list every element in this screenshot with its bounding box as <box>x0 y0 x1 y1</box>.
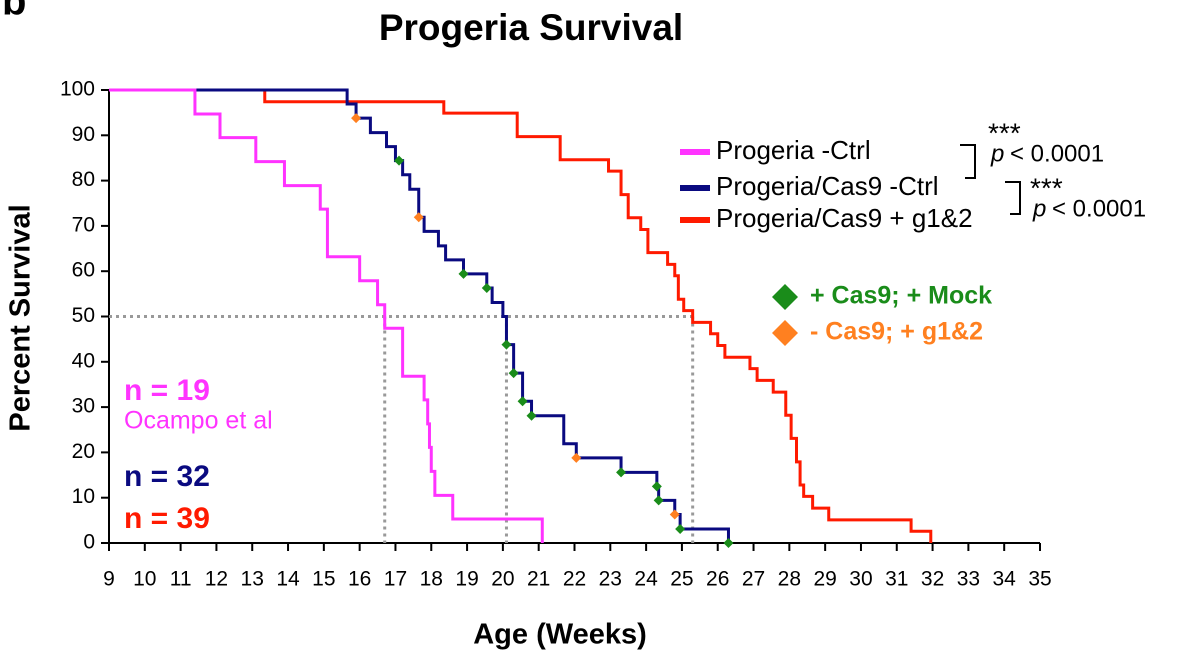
legend-label: Progeria -Ctrl <box>716 135 871 165</box>
annotation: n = 32 <box>124 460 210 493</box>
marker <box>675 523 686 534</box>
p-value: < 0.0001 <box>1052 195 1146 222</box>
marker <box>723 538 734 548</box>
x-tick-label: 30 <box>849 568 872 591</box>
annotation: n = 39 <box>124 502 210 535</box>
x-tick-label: 19 <box>455 568 478 591</box>
marker <box>653 495 664 506</box>
y-tick-label: 50 <box>72 304 95 327</box>
legend-label: Progeria/Cas9 + g1&2 <box>716 203 973 233</box>
marker <box>651 481 662 492</box>
x-axis-label: Age (Weeks) <box>473 619 647 651</box>
y-tick-label: 100 <box>60 78 95 101</box>
marker <box>458 268 469 279</box>
legend-label: - Cas9; + g1&2 <box>810 318 983 346</box>
x-tick-label: 14 <box>276 568 300 591</box>
x-tick-label: 31 <box>885 568 908 591</box>
x-tick-label: 15 <box>312 568 335 591</box>
survival-curve <box>109 88 730 543</box>
panel-label: b <box>2 0 26 24</box>
x-tick-label: 12 <box>205 568 228 591</box>
y-tick-label: 70 <box>72 213 95 236</box>
marker <box>616 467 627 478</box>
significance-stars: *** <box>1030 172 1063 203</box>
legend-label: Progeria/Cas9 -Ctrl <box>716 171 939 201</box>
survival-curve <box>109 88 544 543</box>
x-tick-label: 29 <box>813 568 836 591</box>
x-tick-label: 10 <box>133 568 156 591</box>
x-tick-label: 25 <box>670 568 693 591</box>
x-tick-label: 33 <box>957 568 980 591</box>
x-tick-label: 13 <box>241 568 264 591</box>
p-label: p <box>990 140 1004 167</box>
p-value: < 0.0001 <box>1010 140 1104 167</box>
x-tick-label: 24 <box>634 568 658 591</box>
p-label: p <box>1032 195 1046 222</box>
x-tick-label: 32 <box>921 568 944 591</box>
marker <box>571 452 582 463</box>
y-tick-label: 60 <box>72 259 95 282</box>
marker <box>517 396 528 407</box>
x-tick-label: 26 <box>706 568 729 591</box>
x-tick-label: 27 <box>742 568 765 591</box>
marker <box>351 113 362 124</box>
y-tick-label: 0 <box>83 531 95 554</box>
survival-curve <box>109 88 933 543</box>
legend-marker <box>772 284 798 310</box>
x-tick-label: 35 <box>1028 568 1051 591</box>
x-tick-label: 18 <box>420 568 443 591</box>
x-tick-label: 28 <box>778 568 801 591</box>
x-tick-label: 21 <box>527 568 550 591</box>
significance-stars: *** <box>988 117 1021 148</box>
x-tick-label: 20 <box>491 568 514 591</box>
x-tick-label: 11 <box>170 568 192 591</box>
marker <box>394 155 405 166</box>
marker <box>481 282 492 293</box>
bracket <box>1005 181 1021 215</box>
marker <box>526 410 537 421</box>
x-tick-label: 23 <box>599 568 622 591</box>
legend-marker <box>772 320 798 346</box>
annotation: n = 19 <box>124 374 210 407</box>
x-tick-label: 17 <box>384 568 407 591</box>
x-tick-label: 9 <box>103 568 115 591</box>
chart-title: Progeria Survival <box>379 7 683 48</box>
marker <box>413 212 424 223</box>
y-tick-label: 10 <box>72 485 95 508</box>
x-tick-label: 16 <box>348 568 371 591</box>
marker <box>501 339 512 350</box>
y-axis-label: Percent Survival <box>5 204 37 431</box>
y-tick-label: 90 <box>72 123 95 146</box>
marker <box>669 509 680 520</box>
annotation: Ocampo et al <box>124 407 273 435</box>
bracket <box>960 144 976 179</box>
x-tick-label: 22 <box>563 568 586 591</box>
y-tick-label: 20 <box>72 440 95 463</box>
y-tick-label: 40 <box>72 349 95 372</box>
y-tick-label: 30 <box>72 395 95 418</box>
x-tick-label: 34 <box>993 568 1017 591</box>
legend-label: + Cas9; + Mock <box>810 282 992 310</box>
marker <box>508 368 519 379</box>
y-tick-label: 80 <box>72 168 95 191</box>
